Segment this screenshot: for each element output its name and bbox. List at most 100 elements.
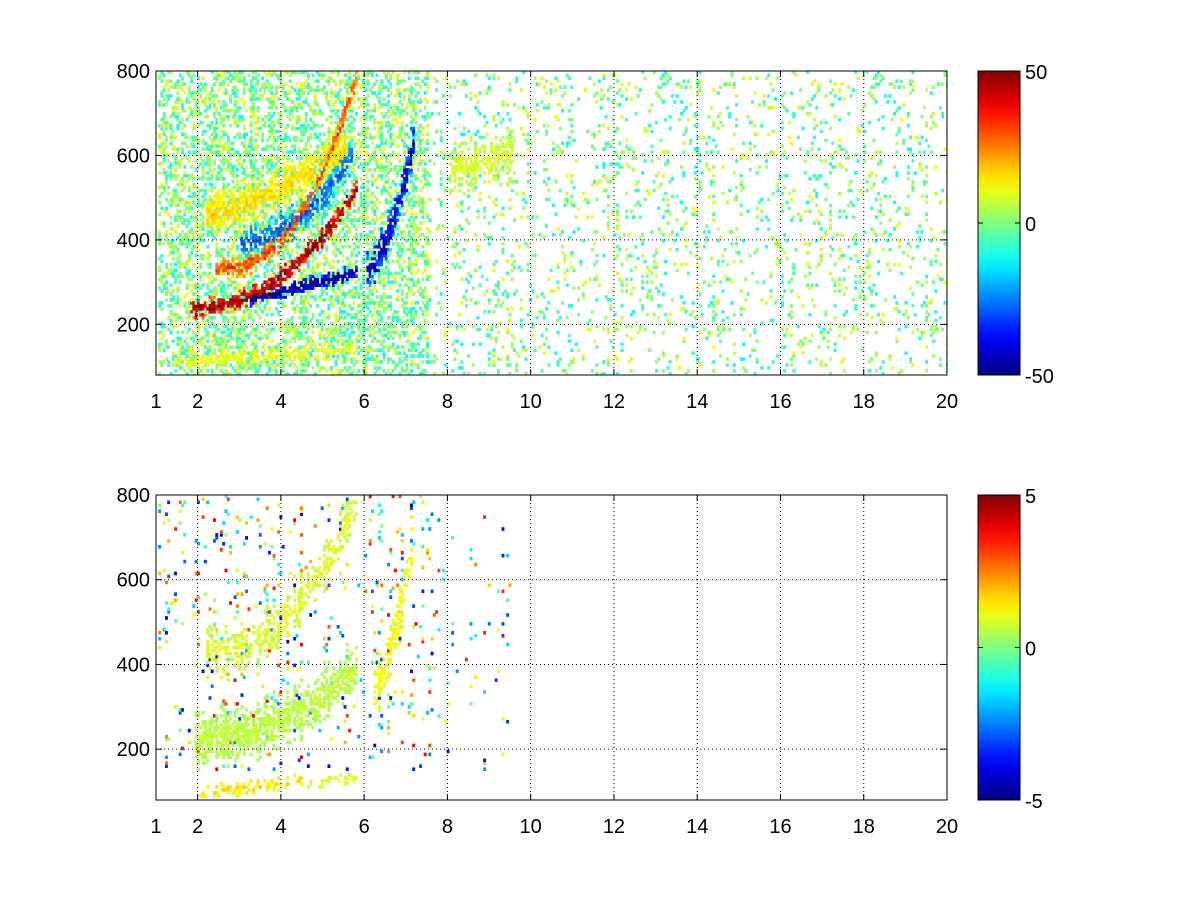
heatmap-cell [325,117,329,122]
heatmap-cell [245,203,248,208]
heatmap-cell [368,333,372,338]
heatmap-cell [377,277,381,282]
heatmap-cell [334,348,338,352]
heatmap-cell [197,91,200,95]
heatmap-cell [288,112,292,116]
heatmap-cell [263,333,267,338]
heatmap-cell [336,168,340,172]
heatmap-cell [320,215,324,219]
heatmap-cell [231,147,235,151]
heatmap-cell [274,363,278,367]
heatmap-cell [366,215,370,219]
heatmap-cell [242,245,246,249]
heatmap-cell [274,348,278,352]
heatmap-cell [162,283,166,287]
heatmap-cell [226,209,230,214]
heatmap-cell [249,138,253,143]
heatmap-cell [311,88,315,92]
heatmap-cell [224,369,228,373]
heatmap-cell [165,206,168,211]
heatmap-cell [284,230,287,234]
heatmap-cell [235,174,239,178]
heatmap-cell [217,73,221,78]
heatmap-cell [199,295,203,299]
heatmap-cell [341,159,345,163]
heatmap-cell [350,79,354,83]
heatmap-cell [279,82,283,86]
heatmap-cell [391,141,395,146]
heatmap-cell [382,153,386,157]
heatmap-cell [210,310,214,314]
heatmap-cell [290,324,294,329]
heatmap-cell [258,336,262,341]
heatmap-cell [284,321,287,326]
heatmap-cell [245,286,248,290]
heatmap-cell [222,221,226,225]
heatmap-cell [247,256,251,261]
heatmap-cell [332,274,335,279]
heatmap-cell [352,271,356,276]
heatmap-cell [252,289,255,293]
heatmap-cell [256,106,260,110]
heatmap-cell [268,345,271,349]
heatmap-cell [261,179,264,184]
heatmap-cell [213,97,216,101]
heatmap-cell [325,179,329,184]
heatmap-cell [210,227,214,231]
heatmap-cell [384,209,388,214]
heatmap-cell [254,304,258,308]
heatmap-cell [325,292,329,296]
heatmap-cell [242,250,246,255]
heatmap-cell [256,182,260,187]
heatmap-cell [256,247,260,252]
heatmap-cell [249,159,253,163]
heatmap-cell [341,280,345,284]
heatmap-cell [352,79,356,83]
heatmap-cell [286,215,290,219]
heatmap-cell [192,135,196,140]
heatmap-cell [263,147,267,151]
heatmap-cell [219,106,223,110]
heatmap-cell [318,230,322,234]
heatmap-cell [304,203,308,208]
heatmap-cell [160,363,164,367]
heatmap-cell [377,274,381,279]
heatmap-cell [318,369,322,373]
heatmap-cell [210,280,214,284]
heatmap-cell [325,159,329,163]
heatmap-cell [361,97,365,101]
heatmap-cell [304,147,308,151]
heatmap-cell [222,372,226,375]
heatmap-cell [327,185,331,190]
heatmap-cell [256,168,260,172]
heatmap-cell [316,247,319,252]
heatmap-cell [348,197,351,202]
heatmap-cell [197,85,200,89]
heatmap-cell [295,348,299,352]
heatmap-cell [249,259,253,264]
heatmap-cell [158,171,161,175]
heatmap-cell [389,212,393,216]
heatmap-cell [242,123,246,128]
heatmap-cell [215,224,219,228]
heatmap-cell [304,218,308,222]
heatmap-cell [364,348,368,352]
heatmap-cell [316,233,319,237]
heatmap-cell [197,286,200,290]
heatmap-cell [288,233,292,237]
heatmap-cell [158,277,161,282]
heatmap-cell [171,312,175,317]
heatmap-cell [377,165,381,169]
heatmap-cell [300,298,303,302]
heatmap-cell [293,357,297,361]
heatmap-cell [165,126,168,131]
heatmap-cell [235,304,239,308]
heatmap-cell [160,185,164,190]
heatmap-cell [311,218,315,222]
heatmap-cell [352,363,356,367]
heatmap-cell [192,357,196,361]
heatmap-cell [391,123,395,128]
heatmap-cell [158,123,161,128]
heatmap-cell [258,292,262,296]
heatmap-cell [297,256,301,261]
